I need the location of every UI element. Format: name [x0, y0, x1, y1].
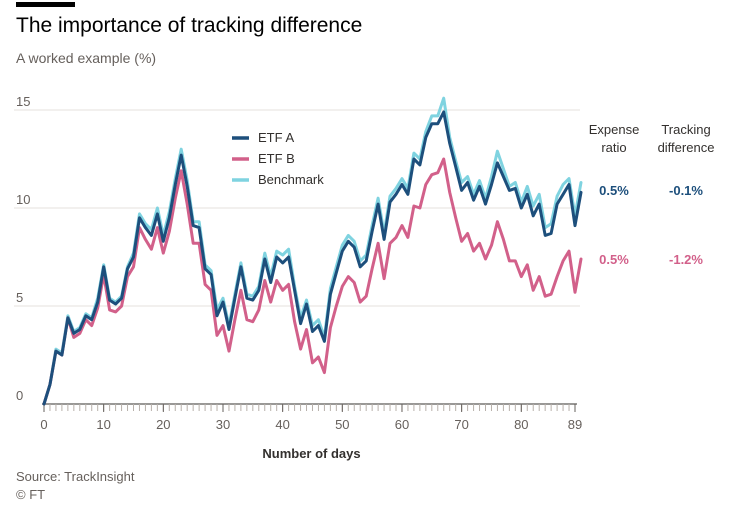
etf-a-expense-ratio: 0.5%: [599, 183, 629, 198]
ft-top-bar: [16, 2, 75, 7]
x-axis-title: Number of days: [262, 446, 360, 461]
y-tick-label-15: 15: [16, 94, 30, 109]
source-note: Source: TrackInsight: [16, 469, 135, 484]
series-line-etf-b: [42, 157, 583, 406]
chart-subtitle: A worked example (%): [16, 50, 157, 66]
x-tick-label-89: 89: [568, 417, 582, 432]
x-tick-label-50: 50: [335, 417, 349, 432]
legend-label-etf-a: ETF A: [258, 130, 294, 145]
x-tick-label-70: 70: [454, 417, 468, 432]
x-tick-label-80: 80: [514, 417, 528, 432]
x-tick-label-20: 20: [156, 417, 170, 432]
legend-label-etf-b: ETF B: [258, 151, 295, 166]
expense-ratio-header: Expense ratio: [588, 122, 640, 155]
etf-a-tracking-difference: -0.1%: [669, 183, 703, 198]
x-tick-label-10: 10: [96, 417, 110, 432]
y-tick-label-5: 5: [16, 290, 23, 305]
chart-title: The importance of tracking difference: [16, 14, 363, 37]
y-tick-label-10: 10: [16, 192, 30, 207]
x-tick-label-30: 30: [216, 417, 230, 432]
etf-b-expense-ratio: 0.5%: [599, 252, 629, 267]
x-tick-label-40: 40: [275, 417, 289, 432]
series-line-etf-a: [42, 110, 583, 406]
ft-credit: © FT: [16, 487, 46, 502]
legend-label-benchmark: Benchmark: [258, 172, 324, 187]
tracking-difference-header: Tracking difference: [657, 122, 715, 155]
x-tick-label-60: 60: [395, 417, 409, 432]
y-tick-label-0: 0: [16, 388, 23, 403]
etf-b-tracking-difference: -1.2%: [669, 252, 703, 267]
x-tick-label-0: 0: [40, 417, 47, 432]
